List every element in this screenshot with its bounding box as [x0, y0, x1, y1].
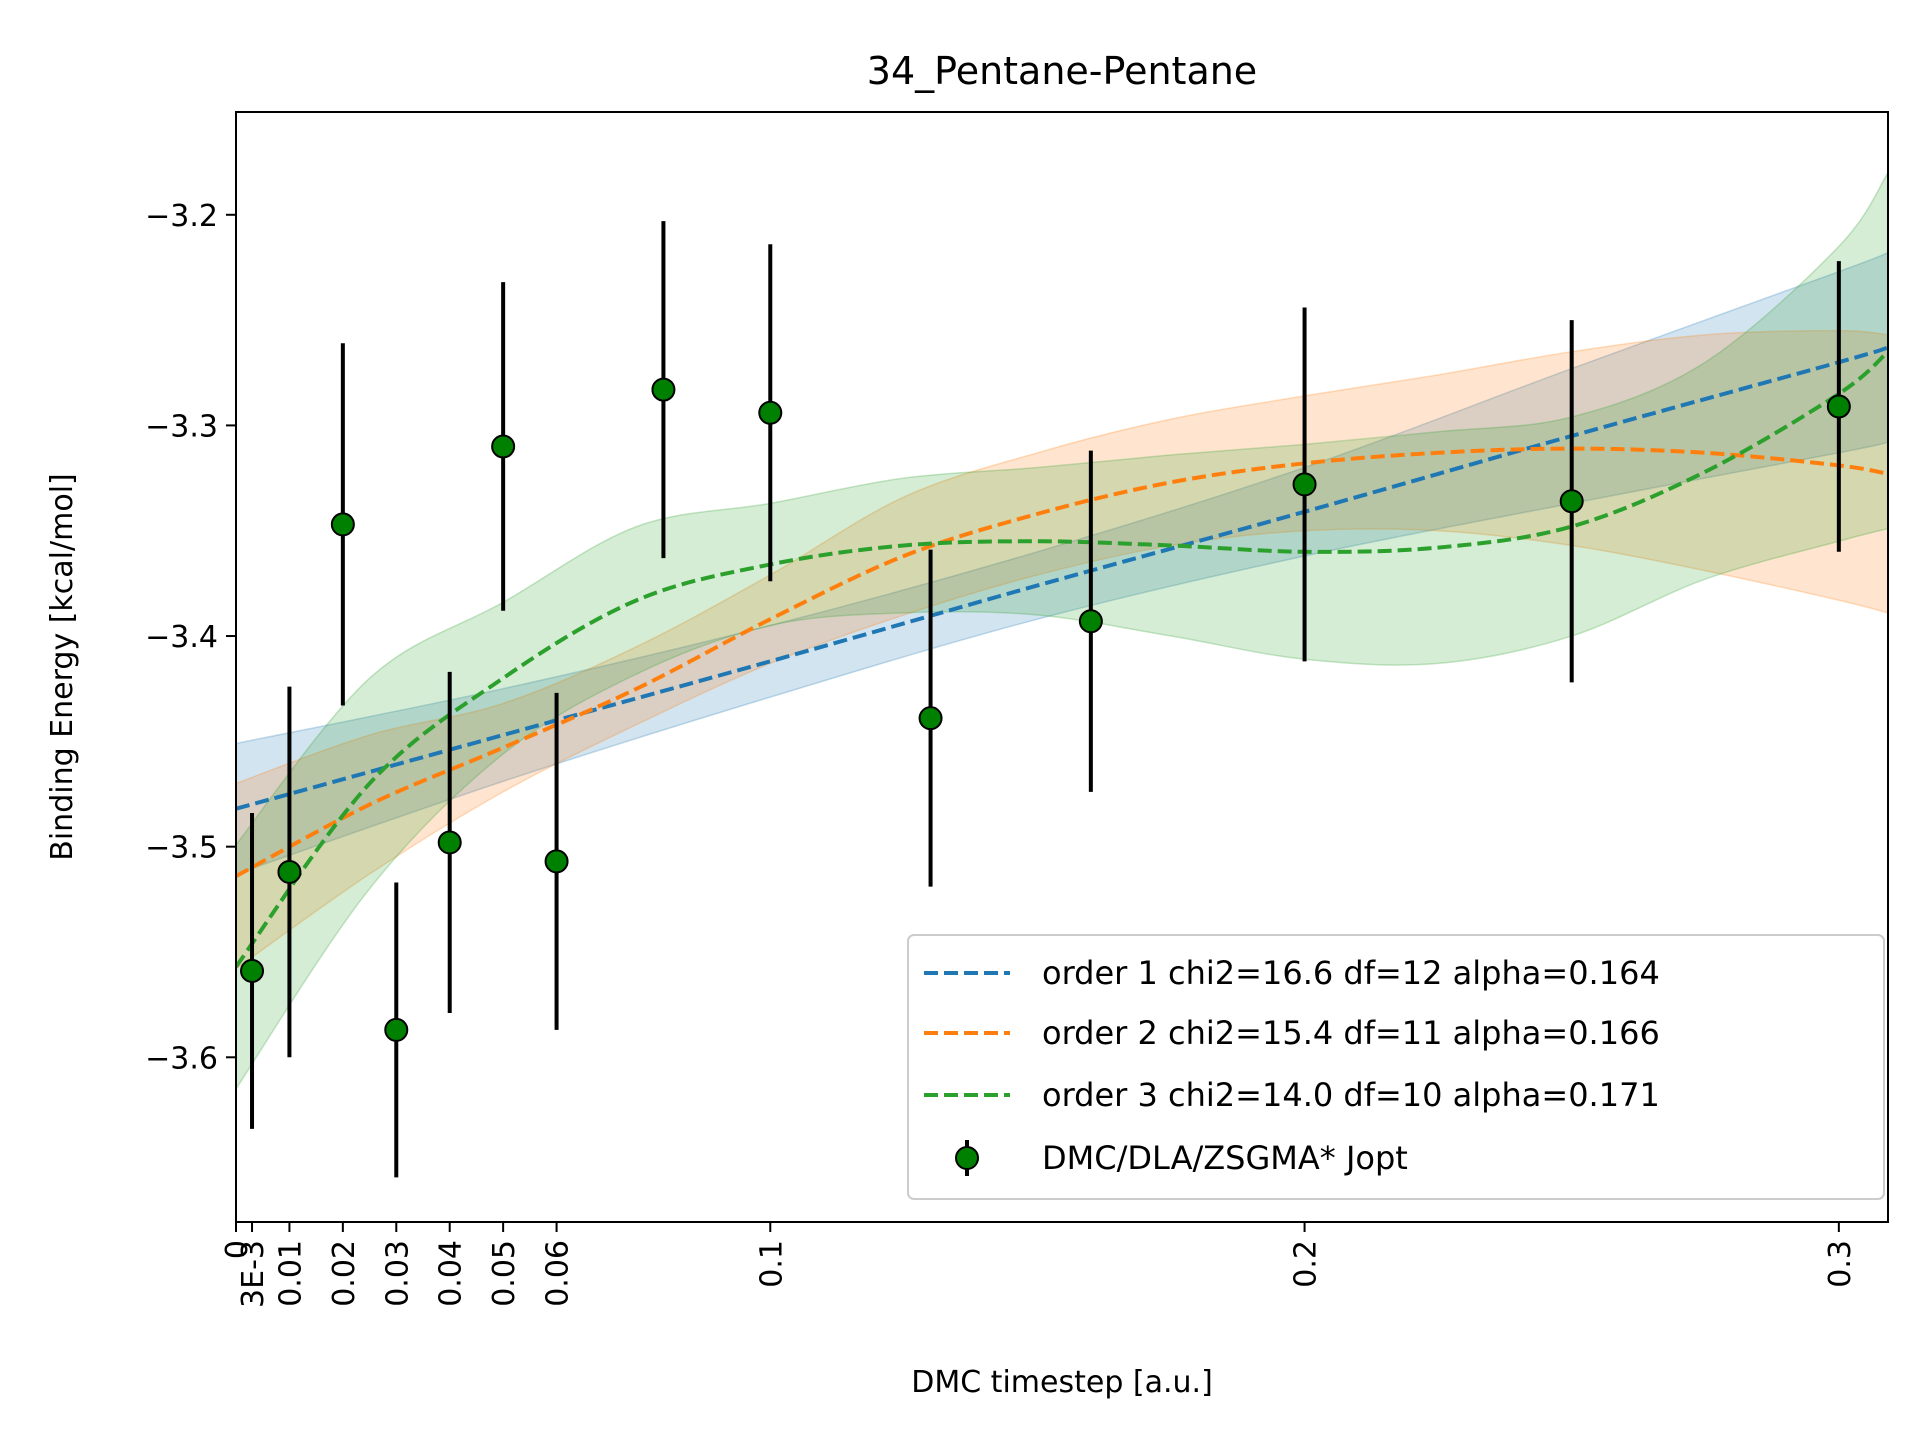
plot-frame [235, 111, 1889, 1223]
data-point [1292, 472, 1317, 497]
x-tick-label: 0.1 [754, 1240, 789, 1288]
fit-lines [236, 345, 1888, 968]
x-tick-label: 0.05 [487, 1240, 522, 1307]
x-tick-label: 0.06 [541, 1240, 576, 1307]
legend-label-order-2: order 2 chi2=15.4 df=11 alpha=0.166 [1042, 1014, 1660, 1052]
x-tick-label: 0.2 [1289, 1240, 1324, 1288]
legend-label-order-1: order 1 chi2=16.6 df=12 alpha=0.164 [1042, 954, 1660, 992]
data-point [240, 958, 265, 983]
data-point [491, 434, 516, 459]
data-point [437, 830, 462, 855]
legend-label-points: DMC/DLA/ZSGMA* Jopt [1042, 1139, 1408, 1177]
legend: order 1 chi2=16.6 df=12 alpha=0.164 orde… [907, 934, 1885, 1200]
data-point [918, 706, 943, 731]
y-tick-label: −3.4 [145, 620, 218, 655]
x-tick-label: 0.04 [434, 1240, 469, 1307]
x-tick-label: 0.02 [327, 1240, 362, 1307]
x-tick-label: 3E-3 [236, 1240, 271, 1308]
y-tick-label: −3.2 [145, 199, 218, 234]
x-tick-label: 0.03 [380, 1240, 415, 1307]
chart-title: 34_Pentane-Pentane [867, 49, 1257, 93]
data-point [1078, 609, 1103, 634]
legend-label-order-3: order 3 chi2=14.0 df=10 alpha=0.171 [1042, 1076, 1660, 1114]
data-point [1826, 394, 1851, 419]
fit-line-order-2 [236, 446, 1888, 878]
y-axis-title: Binding Energy [kcal/mol] [45, 473, 80, 860]
legend-swatch-point [955, 1146, 979, 1170]
data-point [758, 400, 783, 425]
data-point [330, 512, 355, 537]
confidence-band-order-3 [236, 171, 1888, 1091]
x-axis-title: DMC timestep [a.u.] [911, 1365, 1213, 1400]
data-point [384, 1017, 409, 1042]
confidence-band-order-1 [236, 251, 1888, 875]
fit-line-order-3 [236, 350, 1888, 968]
y-tick-label: −3.5 [145, 831, 218, 866]
y-axis-ticks: −3.6 −3.5 −3.4 −3.3 −3.2 [145, 199, 236, 1076]
data-point [544, 849, 569, 874]
y-tick-label: −3.6 [145, 1041, 218, 1076]
y-tick-label: −3.3 [145, 409, 218, 444]
fit-line-order-1 [236, 345, 1888, 811]
data-point [1559, 489, 1584, 514]
x-tick-label: 0.3 [1823, 1240, 1858, 1288]
x-tick-label: 0.01 [273, 1240, 308, 1307]
data-points [240, 377, 1851, 1042]
data-point [277, 859, 302, 884]
x-tick-label: 0 [220, 1240, 255, 1259]
legend-box [907, 934, 1885, 1200]
data-point [651, 377, 676, 402]
x-axis-ticks: 03E-3 0.01 0.02 0.03 0.04 0.05 0.06 0.1 0.2 0.3 [220, 1222, 1858, 1308]
